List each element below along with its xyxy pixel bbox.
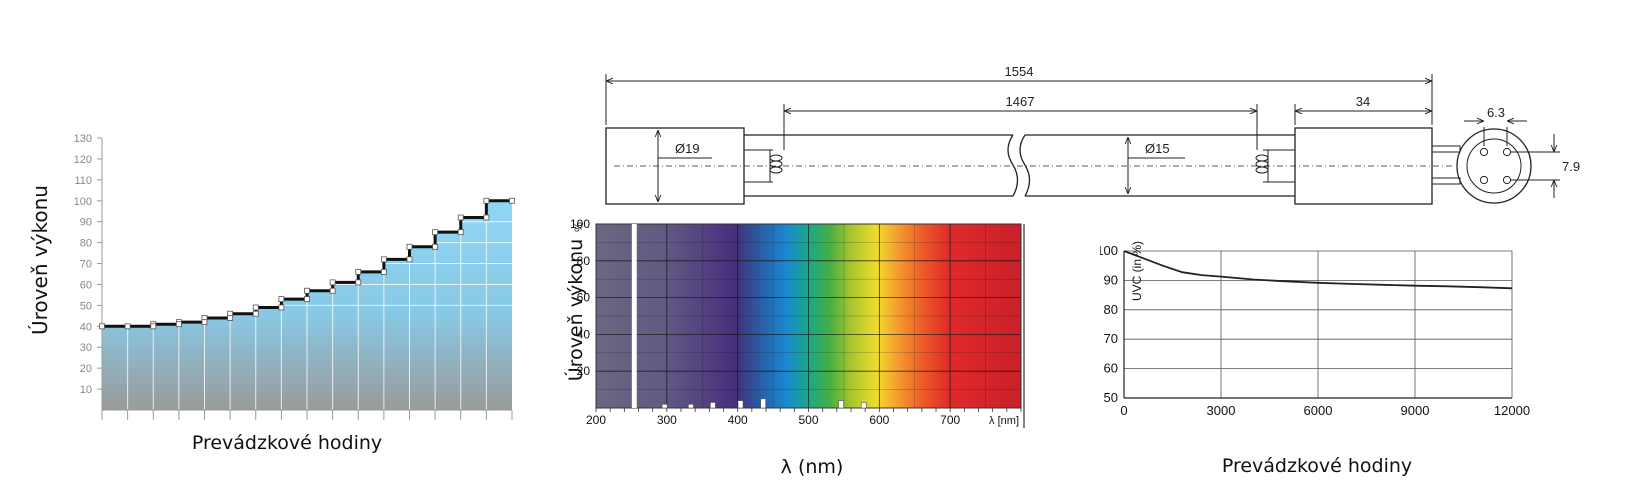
dim-inner-label: 1467: [1006, 94, 1035, 109]
chart2-xtick-label: 500: [798, 413, 818, 427]
chart1-point: [201, 319, 208, 326]
chart2-xtick-label: 300: [657, 413, 677, 427]
chart1-ytick-label: 90: [80, 217, 92, 229]
chart3-ytick-label: 70: [1104, 331, 1118, 346]
chart2-ytick-label: 40: [577, 327, 591, 341]
dim-overall-label: 1554: [1005, 64, 1034, 79]
chart2-xtick-label: 700: [940, 413, 960, 427]
chart1-ytick-label: 60: [80, 279, 92, 291]
filament-right: [1255, 149, 1295, 183]
chart2-emission-line: [737, 400, 744, 409]
chart3-ytick-label: 80: [1104, 302, 1118, 317]
chart3-xtick-label: 3000: [1207, 403, 1236, 418]
chart2-xtick-label: 600: [869, 413, 889, 427]
chart2-x-unit: λ [nm]: [989, 415, 1019, 427]
chart2-ytick-label: 100: [570, 217, 590, 231]
chart1-point: [509, 197, 515, 204]
chart1-point: [483, 214, 490, 221]
chart3-xtick-label: 6000: [1304, 403, 1333, 418]
chart1-point: [175, 321, 182, 328]
chart2-ytick-label: 20: [577, 364, 591, 378]
dim-cap-label: 34: [1356, 94, 1370, 109]
chart1-point: [304, 296, 310, 303]
dim-pin-offset-label: 7.9: [1562, 159, 1580, 174]
chart3-xtick-label: 12000: [1494, 403, 1530, 418]
chart2-xlabel: λ (nm): [781, 456, 844, 478]
chart2-xtick-label: 400: [728, 413, 748, 427]
lamp-pins: [1431, 145, 1461, 153]
chart1-point: [457, 229, 464, 236]
chart1-point: [483, 197, 490, 204]
chart1-point: [432, 229, 439, 236]
chart1-ytick-label: 10: [80, 384, 92, 396]
chart2-emission-line: [661, 404, 668, 409]
chart1-ytick-label: 110: [74, 175, 92, 187]
chart1-point: [432, 243, 439, 250]
chart1-point: [150, 323, 157, 330]
lamp-technical-drawing: 1554 1467 34 Ø19 Ø15 6.3 7.9: [605, 64, 1580, 205]
chart3-ytick-label: 90: [1104, 272, 1118, 287]
chart1-ylabel: Úroveň výkonu: [28, 185, 52, 335]
chart1-ytick-label: 70: [80, 259, 92, 271]
chart2-ylabel: Úroveň výkonu: [563, 239, 587, 381]
chart1-ytick-label: 50: [80, 300, 92, 312]
dim-pin-spacing-label: 6.3: [1487, 105, 1505, 120]
chart-performance-steps: 10 20 30 40 50 60 70 80 90 100 110 120 130 Úroveň vý…: [28, 133, 515, 454]
chart1-point: [406, 243, 413, 250]
chart1-point: [380, 256, 387, 263]
chart1-xlabel: Prevádzkové hodiny: [192, 432, 382, 454]
chart1-point: [380, 269, 387, 275]
chart1-ytick-label: 80: [80, 238, 92, 250]
chart3-ytick-label: 60: [1104, 361, 1118, 376]
dim-tube-dia2-label: Ø15: [1145, 141, 1170, 156]
chart3-ytick-label: 100: [1100, 243, 1118, 258]
chart1-point: [278, 296, 285, 303]
chart2-emission-line: [760, 398, 766, 409]
chart2-ytick-label: 80: [577, 254, 591, 268]
chart1-ytick-label: 40: [80, 321, 92, 333]
chart2-emission-line: [688, 404, 694, 409]
chart1-ytick-label: 30: [80, 342, 92, 354]
chart3-series-line: [1123, 250, 1513, 290]
chart-uvc-decline: 50 60 70 80 90 100 0 3000 6000 9000 12000 UVC (in …: [1100, 241, 1530, 477]
chart1-point: [329, 279, 336, 286]
chart1-point: [329, 287, 336, 294]
chart2-yunit: %: [573, 222, 585, 232]
chart2-emission-line: [860, 402, 867, 409]
chart1-point: [304, 287, 310, 294]
chart1-point: [99, 323, 105, 330]
chart3-xlabel: Prevádzkové hodiny: [1222, 455, 1412, 477]
chart1-point: [252, 304, 259, 311]
chart1-point: [124, 323, 131, 330]
chart1-ytick-label: 20: [80, 363, 92, 375]
chart1-ytick-label: 120: [74, 154, 92, 166]
chart3-xtick-label: 0: [1120, 403, 1127, 418]
chart1-ytick-label: 130: [74, 133, 92, 145]
chart1-point: [252, 310, 259, 317]
chart2-emission-line: [838, 400, 844, 409]
chart2-ytick-label: 60: [577, 291, 591, 305]
lamp-end-view: [1456, 121, 1560, 204]
chart3-xtick-label: 9000: [1401, 403, 1430, 418]
chart1-point: [406, 256, 413, 263]
chart3-ytick-label: 50: [1104, 390, 1118, 405]
chart2-xtick-label: 200: [586, 413, 606, 427]
chart1-point: [355, 279, 362, 286]
chart1-point: [457, 214, 464, 221]
chart1-point: [278, 304, 285, 311]
chart1-point: [355, 269, 362, 275]
chart3-ylabel: UVC (in %): [1130, 241, 1144, 301]
dim-tube-dia-label: Ø19: [675, 141, 700, 156]
chart-spectrum: 200 300 400 500 600 700 20 40 60 80 100 λ [nm] Úrov…: [563, 217, 1025, 478]
chart2-emission-line: [710, 402, 716, 409]
chart1-point: [227, 315, 234, 321]
chart1-ytick-label: 100: [74, 196, 92, 208]
chart2-emission-line: [631, 224, 637, 408]
